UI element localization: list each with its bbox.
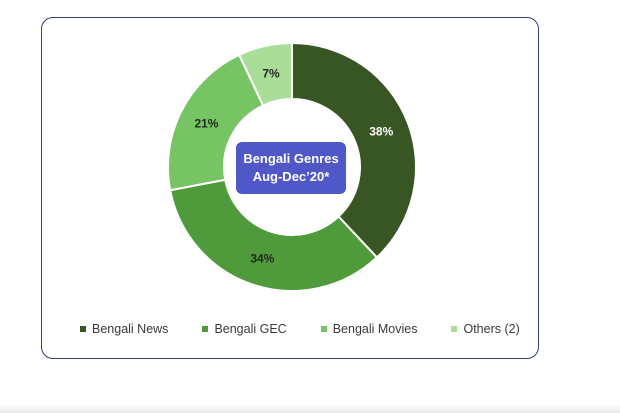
legend-swatch xyxy=(320,326,327,332)
legend-item: Others (2) xyxy=(451,322,520,336)
legend-label: Others (2) xyxy=(463,322,520,336)
legend-label: Bengali GEC xyxy=(214,322,287,336)
center-title-line2: Aug-Dec’20* xyxy=(252,169,330,184)
value-label-4: 7% xyxy=(262,66,280,80)
legend-swatch xyxy=(451,326,458,332)
page-bottom-edge xyxy=(0,404,620,413)
legend-label: Bengali Movies xyxy=(332,322,418,336)
donut-slice-others-2 xyxy=(237,41,293,107)
value-label-2: 34% xyxy=(250,251,274,265)
donut-slice-bengali-news xyxy=(291,41,417,259)
legend-label: Bengali News xyxy=(92,322,169,336)
legend-item: Bengali News xyxy=(80,322,168,336)
donut-slice-bengali-gec xyxy=(169,178,379,292)
donut-value-labels: 38% 34% 21% 7% xyxy=(194,66,393,265)
value-label-3: 21% xyxy=(194,116,218,130)
value-label-1: 38% xyxy=(369,125,393,139)
legend-swatch xyxy=(80,326,86,332)
donut-slices xyxy=(167,41,417,292)
center-title-box: Bengali Genres Aug-Dec’20* xyxy=(236,142,346,194)
center-title-line1: Bengali Genres xyxy=(243,151,339,166)
legend-swatch xyxy=(202,326,209,332)
chart-legend: Bengali News Bengali GEC Bengali Movies Oth… xyxy=(80,322,520,336)
legend-item: Bengali Movies xyxy=(320,322,418,336)
legend-item: Bengali GEC xyxy=(202,322,287,336)
